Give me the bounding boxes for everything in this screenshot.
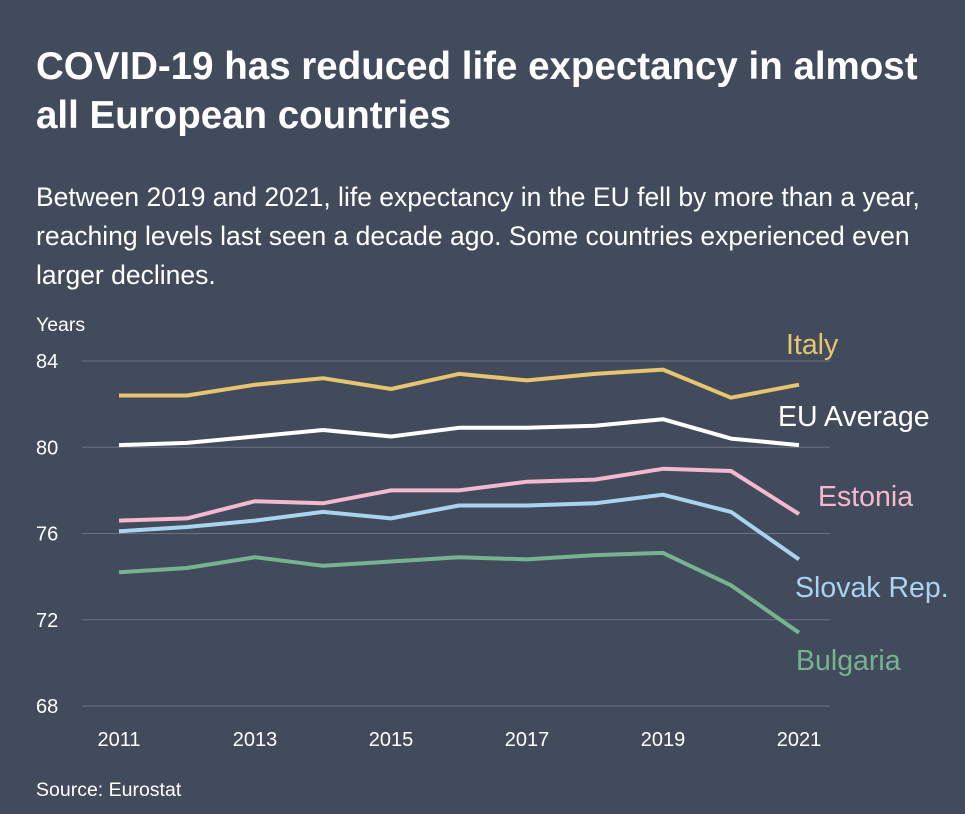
- series-line-estonia: [118, 466, 801, 523]
- y-tick-labels: 84 80 76 72 68: [36, 351, 58, 718]
- series-line-eu-average: [118, 417, 800, 448]
- y-tick-84: 84: [36, 351, 58, 373]
- series-labels: Italy EU Average Estonia Slovak Rep. Bulgari…: [778, 329, 949, 677]
- series-label-italy: Italy: [786, 329, 839, 361]
- series-lines: [118, 367, 801, 635]
- source-note: Source: Eurostat: [36, 779, 182, 801]
- y-tick-68: 68: [36, 696, 58, 718]
- gridlines: [82, 360, 830, 707]
- series-line-bulgaria: [118, 550, 801, 635]
- chart-title: COVID-19 has reduced life expectancy in …: [36, 45, 918, 137]
- series-label-eu-average: EU Average: [778, 401, 930, 433]
- x-tick-labels: 2011 2013 2015 2017 2019 2021: [97, 729, 821, 751]
- series-line-italy: [119, 367, 800, 400]
- y-axis-label: Years: [36, 314, 85, 336]
- x-tick-2015: 2015: [369, 729, 414, 751]
- x-tick-2019: 2019: [641, 729, 686, 751]
- x-tick-2017: 2017: [505, 729, 550, 751]
- y-tick-76: 76: [36, 524, 58, 546]
- series-label-bulgaria: Bulgaria: [796, 645, 901, 677]
- x-tick-2021: 2021: [777, 729, 822, 751]
- series-line-slovak-rep: [118, 492, 801, 562]
- x-tick-2011: 2011: [97, 729, 140, 751]
- chart-subtitle: Between 2019 and 2021, life expectancy i…: [36, 182, 920, 290]
- x-tick-2013: 2013: [233, 729, 278, 751]
- series-label-slovak-rep: Slovak Rep.: [795, 572, 949, 604]
- y-tick-72: 72: [36, 610, 58, 632]
- y-tick-80: 80: [36, 437, 58, 459]
- series-label-estonia: Estonia: [818, 481, 913, 513]
